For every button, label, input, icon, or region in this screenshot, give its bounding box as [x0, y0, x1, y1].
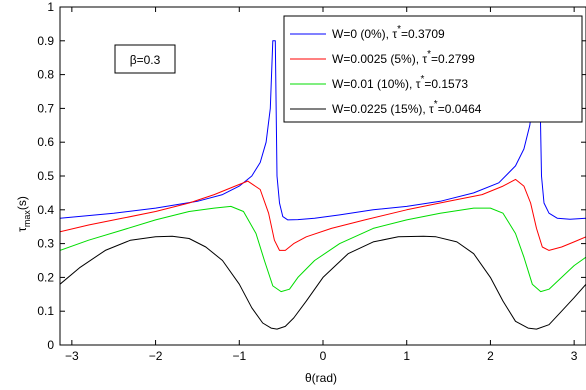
y-axis-label-subscript: max	[22, 210, 32, 228]
annotation-box	[114, 44, 176, 74]
legend-entry-2: W=0.01 (10%), τ*=0.1573	[332, 74, 468, 91]
legend-value: =0.3709	[401, 27, 445, 41]
x-tick-label: 1	[403, 349, 410, 363]
y-tick-label: 0	[47, 338, 54, 352]
beta-annotation: β=0.3	[114, 44, 176, 74]
series-line-2	[60, 205, 586, 293]
x-axis: −3 −2 −1 0 1 2 3	[65, 7, 578, 363]
y-tick-label: 0.7	[37, 101, 54, 115]
legend-value: =0.2799	[431, 52, 475, 66]
legend-entry-1: W=0.0025 (5%), τ*=0.2799	[332, 49, 475, 66]
x-tick-label: 0	[320, 349, 327, 363]
annotation-text: β=0.3	[130, 53, 161, 67]
y-tick-label: 0.4	[37, 203, 54, 217]
y-tick-label: 0.5	[37, 169, 54, 183]
y-axis-label: τmax(s)	[15, 196, 32, 232]
y-axis-label-symbol: τ	[15, 227, 29, 232]
legend-superscript: *	[420, 74, 424, 85]
y-tick-label: 1	[47, 0, 54, 14]
y-axis: 0 0.1 0.2 0.3 0.4 0.5 0.6 0.7 0.8 0.9 1	[37, 0, 586, 352]
legend-value: =0.1573	[424, 77, 468, 91]
y-tick-label: 0.1	[37, 304, 54, 318]
legend-entry-0: W=0 (0%), τ*=0.3709	[332, 24, 445, 41]
legend-value: =0.0464	[438, 102, 482, 116]
svg-text:τmax(s): τmax(s)	[15, 196, 32, 232]
legend-label: W=0 (0%), τ	[332, 27, 397, 41]
series-line-1	[60, 178, 586, 251]
legend-superscript: *	[427, 49, 431, 60]
y-tick-label: 0.8	[37, 68, 54, 82]
y-tick-label: 0.2	[37, 270, 54, 284]
legend-superscript: *	[434, 99, 438, 110]
series-line-3	[60, 235, 586, 330]
x-axis-label: θ(rad)	[305, 371, 337, 385]
legend-label: W=0.0025 (5%), τ	[332, 52, 427, 66]
x-tick-label: 2	[487, 349, 494, 363]
legend-superscript: *	[397, 24, 401, 35]
y-axis-label-unit: (s)	[15, 196, 29, 210]
legend-label: W=0.01 (10%), τ	[332, 77, 421, 91]
legend-label: W=0.0225 (15%), τ	[332, 102, 434, 116]
legend-box	[283, 15, 583, 123]
y-tick-label: 0.6	[37, 135, 54, 149]
x-tick-label: 3	[571, 349, 578, 363]
x-tick-label: −2	[149, 349, 163, 363]
y-tick-label: 0.3	[37, 237, 54, 251]
x-tick-label: −1	[232, 349, 246, 363]
x-tick-label: −3	[65, 349, 79, 363]
legend-entry-3: W=0.0225 (15%), τ*=0.0464	[332, 99, 482, 116]
y-tick-label: 0.9	[37, 34, 54, 48]
